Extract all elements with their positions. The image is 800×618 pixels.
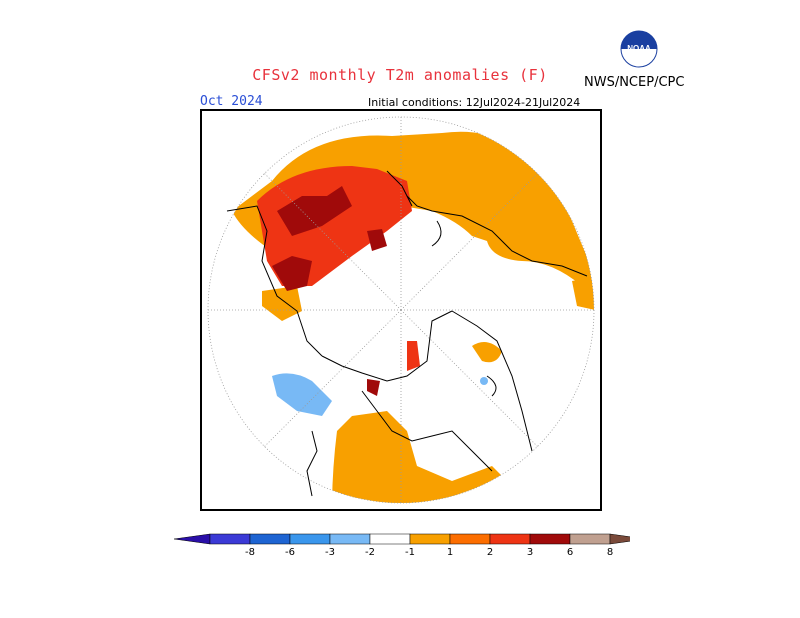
logo-text: NOAA bbox=[627, 44, 651, 53]
colorbar-tick-label: 2 bbox=[487, 547, 493, 558]
anomaly-region-bering bbox=[257, 166, 412, 286]
anomaly-region-atlantic bbox=[572, 276, 594, 311]
graticule bbox=[207, 116, 595, 504]
forecast-month: Oct 2024 bbox=[200, 94, 263, 109]
noaa-logo: NOAA bbox=[620, 30, 658, 68]
colorbar-bin bbox=[449, 533, 491, 545]
colorbar-bin-low-end bbox=[173, 533, 211, 545]
colorbar: -8 -6 -3 -2 -1 1 2 3 6 8 bbox=[173, 533, 630, 558]
colorbar-bin bbox=[529, 533, 571, 545]
anomaly-region-small-cool bbox=[480, 377, 488, 385]
initial-conditions: Initial conditions: 12Jul2024-21Jul2024 bbox=[368, 96, 581, 109]
org-label: NWS/NCEP/CPC bbox=[584, 75, 685, 90]
anomaly-region-bering-core bbox=[277, 186, 352, 236]
colorbar-bin-high-end bbox=[609, 533, 630, 545]
colorbar-tick-label: -2 bbox=[365, 547, 375, 558]
anomaly-region-asia-east bbox=[472, 342, 502, 363]
map-frame bbox=[200, 109, 602, 511]
colorbar-tick-label: 8 bbox=[607, 547, 613, 558]
anomaly-region-europe bbox=[332, 411, 512, 503]
anomaly-region-alaska-core bbox=[272, 256, 312, 291]
anomaly-region-baltic bbox=[367, 379, 380, 396]
colorbar-tick-label: 6 bbox=[567, 547, 573, 558]
colorbar-tick-label: -8 bbox=[245, 547, 255, 558]
colorbar-tick-label: 3 bbox=[527, 547, 533, 558]
colorbar-bin bbox=[409, 533, 451, 545]
colorbar-tick-label: 1 bbox=[447, 547, 453, 558]
anomaly-region-scandinavia bbox=[407, 341, 420, 371]
colorbar-bin bbox=[209, 533, 251, 545]
colorbar-tick-label: -1 bbox=[405, 547, 415, 558]
polar-map bbox=[207, 116, 595, 504]
colorbar-bin bbox=[289, 533, 331, 545]
colorbar-bin bbox=[369, 533, 411, 545]
chart-title: CFSv2 monthly T2m anomalies (F) bbox=[252, 66, 548, 84]
anomaly-region-greenland-cool bbox=[272, 373, 332, 416]
colorbar-bin bbox=[489, 533, 531, 545]
anomaly-region-canada-west bbox=[262, 286, 302, 321]
colorbar-tick-label: -6 bbox=[285, 547, 295, 558]
colorbar-bin bbox=[329, 533, 371, 545]
colorbar-tick-label: -3 bbox=[325, 547, 335, 558]
coastlines bbox=[226, 170, 588, 497]
anomaly-region-siberia-core bbox=[367, 229, 387, 251]
colorbar-bin bbox=[569, 533, 611, 545]
colorbar-bin bbox=[249, 533, 291, 545]
